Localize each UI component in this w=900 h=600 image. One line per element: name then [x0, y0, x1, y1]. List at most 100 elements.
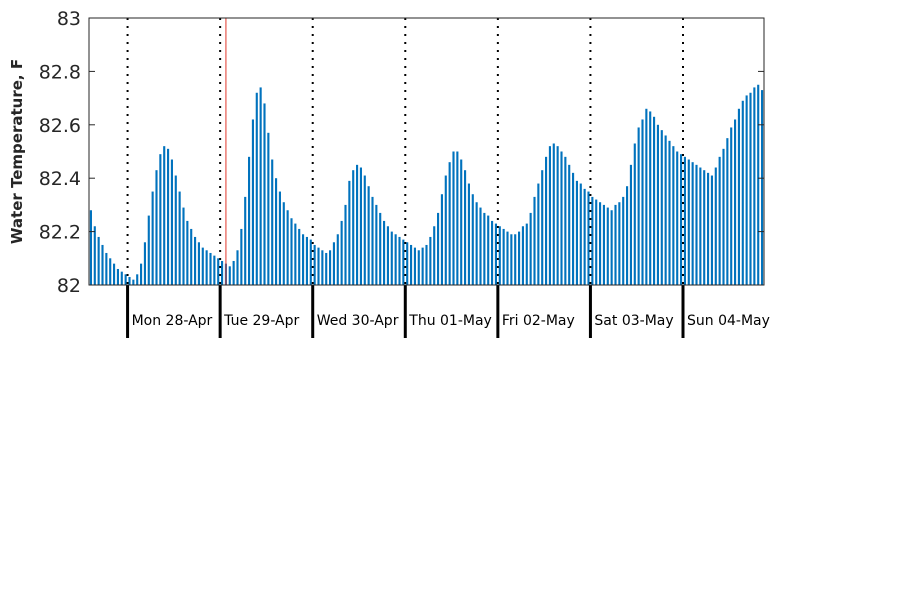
bar [105, 252, 108, 285]
bar [718, 156, 721, 285]
bar [271, 159, 274, 285]
y-tick-label: 82.2 [39, 222, 81, 244]
bar [629, 164, 632, 285]
bar [359, 167, 362, 285]
bar [676, 151, 679, 285]
bar [699, 167, 702, 285]
bar [232, 260, 235, 285]
bar [734, 119, 737, 286]
bar [637, 127, 640, 285]
bar [753, 87, 756, 285]
bar [305, 236, 308, 285]
bar [514, 234, 517, 285]
bar [456, 151, 459, 285]
bar [691, 162, 694, 285]
bar [379, 212, 382, 285]
bar [541, 170, 544, 285]
bar [518, 231, 521, 285]
bar [703, 170, 706, 285]
bar [282, 202, 285, 285]
bar [375, 204, 378, 285]
bar [248, 156, 251, 285]
bar [599, 202, 602, 285]
bar [545, 156, 548, 285]
bar [533, 196, 536, 285]
bar [494, 223, 497, 285]
day-label: Sun 04-May [687, 313, 770, 329]
bar [336, 234, 339, 285]
bar [221, 260, 224, 285]
bar [244, 196, 247, 285]
bar [190, 228, 193, 285]
bar [672, 146, 675, 285]
bar [683, 156, 686, 285]
bar [363, 175, 366, 285]
bar [452, 151, 455, 285]
bar [491, 220, 494, 285]
bar [406, 242, 409, 285]
bar [263, 103, 266, 285]
bar [602, 204, 605, 285]
bar [251, 119, 254, 286]
bar [437, 212, 440, 285]
bar [286, 210, 289, 285]
bar [506, 231, 509, 285]
bar [317, 247, 320, 285]
bar [417, 250, 420, 285]
bar [475, 202, 478, 285]
bar [394, 234, 397, 285]
bar [579, 183, 582, 285]
bar [726, 138, 729, 285]
bar [487, 215, 490, 285]
bar [116, 268, 119, 285]
bar [151, 191, 154, 285]
bar [521, 226, 524, 285]
bar [167, 148, 170, 285]
bar [656, 124, 659, 285]
bar [529, 212, 532, 285]
bar [425, 244, 428, 285]
bar [294, 223, 297, 285]
y-axis-ticks: 82 82.2 82.4 82.6 82.8 83 [39, 8, 764, 297]
bar [606, 207, 609, 285]
bar [240, 228, 243, 285]
bar [641, 119, 644, 286]
bar [386, 226, 389, 285]
bar [89, 210, 92, 285]
bar [398, 236, 401, 285]
bar [560, 151, 563, 285]
bar [298, 228, 301, 285]
bar [267, 132, 270, 285]
bar [325, 252, 328, 285]
bar [109, 258, 112, 285]
y-tick-label: 83 [57, 8, 81, 30]
bar [356, 164, 359, 285]
bar [633, 143, 636, 285]
bar [626, 186, 629, 285]
bar [660, 130, 663, 285]
bar [479, 207, 482, 285]
bar [467, 183, 470, 285]
bar [186, 220, 189, 285]
bar [575, 180, 578, 285]
bar [313, 244, 316, 285]
bar [93, 226, 96, 285]
bar [556, 146, 559, 285]
bar [741, 100, 744, 286]
bar [537, 183, 540, 285]
bar [352, 170, 355, 285]
bar [278, 191, 281, 285]
bar [448, 162, 451, 285]
bar [668, 140, 671, 285]
bar [440, 194, 443, 285]
bar [460, 159, 463, 285]
bar [101, 244, 104, 285]
day-label: Fri 02-May [502, 313, 575, 329]
bar [498, 226, 501, 285]
day-label: Mon 28-Apr [132, 313, 213, 329]
bar [136, 274, 139, 285]
bar [255, 92, 258, 285]
bars-layer [89, 84, 764, 286]
bar [761, 90, 764, 285]
